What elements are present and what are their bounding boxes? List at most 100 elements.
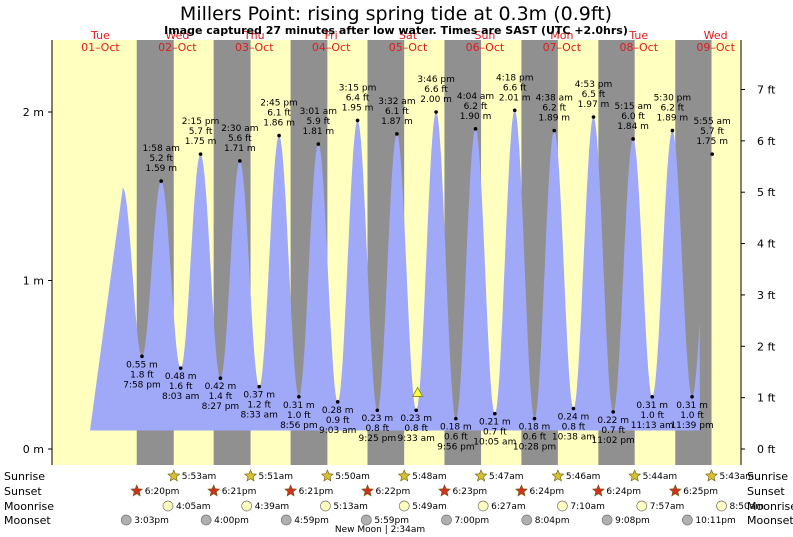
low-tide-point (218, 376, 223, 381)
extreme-label: 2.01 m (499, 93, 531, 103)
low-tide-point (493, 411, 497, 416)
axes: 0 m 1 m 2 m 0 ft 1 ft 2 ft 3 ft 4 ft 5 ft 6 ft 7 f… (23, 40, 776, 465)
moonrise-icon (636, 500, 648, 512)
right-tick-label: 1 ft (757, 392, 776, 405)
extreme-label: 2.00 m (420, 95, 452, 105)
extreme-label: 8:03 am (162, 392, 199, 402)
extreme-label: 4:53 pm (575, 80, 613, 90)
day-name: Wed (704, 29, 728, 42)
extreme-label: 10:05 am (473, 438, 516, 448)
sunrise-time: 5:50am (335, 472, 370, 482)
sunset-time: 6:20pm (145, 487, 180, 497)
moonset-icon (601, 514, 613, 526)
sunset-icon (284, 484, 298, 497)
moonset-icon (441, 514, 452, 526)
moonset-time: 10:11pm (695, 516, 735, 526)
extreme-label: 6.1 ft (385, 107, 409, 117)
right-tick-label: 5 ft (757, 186, 776, 199)
high-tide-point (512, 108, 517, 113)
chart-subtitle: Image captured 27 minutes after low wate… (164, 24, 628, 37)
low-tide-point (454, 416, 458, 421)
extreme-label: 1.4 ft (209, 392, 233, 402)
right-tick-label: 4 ft (757, 238, 776, 251)
extreme-label: 1.71 m (224, 144, 256, 154)
extreme-label: 5:55 am (693, 117, 730, 127)
extreme-label: 6.0 ft (621, 112, 645, 122)
sunset-time: 6:22pm (376, 487, 411, 497)
day-name: Tue (628, 29, 648, 42)
extreme-label: 0.31 m (676, 401, 708, 411)
extreme-label: 1.84 m (617, 122, 649, 132)
sunset-time: 6:25pm (683, 487, 718, 497)
extreme-label: 10:28 pm (513, 443, 556, 453)
left-tick-label: 2 m (23, 106, 44, 119)
right-tick-label: 2 ft (757, 340, 776, 353)
moonset-row-label-right: Moonset (747, 514, 793, 527)
moonrise-time: 5:49am (412, 502, 447, 512)
sunrise-icon (474, 469, 488, 482)
day-name: Sat (399, 29, 418, 42)
extreme-label: 0.42 m (205, 382, 237, 392)
low-tide-point (297, 394, 301, 399)
extreme-label: 9:03 am (319, 426, 356, 436)
high-tide-point (434, 110, 438, 114)
sunset-icon (591, 484, 605, 497)
high-tide-point (355, 118, 360, 123)
sunrise-time: 5:43am (720, 472, 755, 482)
extreme-label: 0.23 m (361, 414, 393, 424)
sunset-time: 6:24pm (606, 487, 641, 497)
day-name: Tue (90, 29, 110, 42)
low-tide-point (650, 394, 655, 399)
extreme-label: 9:25 pm (359, 434, 397, 444)
extreme-label: 0.18 m (519, 423, 551, 433)
extreme-label: 3:15 pm (339, 83, 377, 93)
high-tide-point (591, 115, 596, 119)
chart-title: Millers Point: rising spring tide at 0.3… (180, 3, 612, 25)
extreme-label: 6.1 ft (267, 109, 291, 119)
sunset-time: 6:24pm (529, 487, 564, 497)
extreme-label: 0.7 ft (483, 428, 507, 438)
low-tide-point (178, 366, 183, 370)
sunrise-icon (551, 469, 565, 482)
low-tide-point (140, 354, 144, 359)
low-tide-point (571, 406, 576, 411)
extreme-label: 2:30 am (221, 124, 258, 134)
extreme-label: 10:38 am (552, 433, 595, 443)
extreme-label: 0.6 ft (523, 433, 547, 443)
moonset-time: 4:00pm (214, 516, 249, 526)
moonrise-icon (398, 500, 410, 512)
sunrise-icon (397, 469, 411, 482)
day-date: 09–Oct (696, 41, 735, 54)
sunrise-row-label-right: Sunrise (747, 470, 788, 483)
extreme-label: 6.5 ft (582, 90, 606, 100)
moonset-time: 4:59pm (294, 516, 329, 526)
extreme-label: 8:56 pm (280, 421, 318, 431)
day-date: 01–Oct (81, 41, 120, 54)
moonrise-row-label-right: Moonrise (747, 500, 793, 513)
extreme-label: 1.75 m (696, 137, 728, 147)
low-tide-point (414, 408, 418, 413)
sunset-time: 6:21pm (299, 487, 334, 497)
sunset-icon (207, 484, 221, 497)
high-tide-point (159, 179, 164, 183)
day-labels: Tue01–OctWed02–OctThu03–OctFri04–OctSat0… (81, 29, 735, 54)
low-tide-point (375, 408, 380, 413)
extreme-label: 9:56 pm (437, 443, 475, 453)
moon-phase: New Moon | 2:34am (335, 525, 425, 535)
day-name: Wed (165, 29, 189, 42)
right-tick-label: 0 ft (757, 443, 776, 456)
extreme-label: 6.6 ft (503, 83, 527, 93)
moonset-time: 3:03pm (134, 516, 169, 526)
extreme-label: 5:30 pm (654, 94, 692, 104)
high-tide-point (631, 137, 635, 141)
extreme-label: 0.55 m (126, 360, 158, 370)
moonrise-icon (557, 500, 568, 512)
extreme-label: 11:13 am (631, 421, 674, 431)
tide-area (90, 110, 700, 431)
low-tide-point (257, 384, 261, 389)
day-date: 02–Oct (158, 41, 197, 54)
extreme-label: 0.6 ft (444, 433, 468, 443)
extreme-label: 0.8 ft (404, 424, 428, 434)
day-name: Thu (243, 29, 265, 42)
